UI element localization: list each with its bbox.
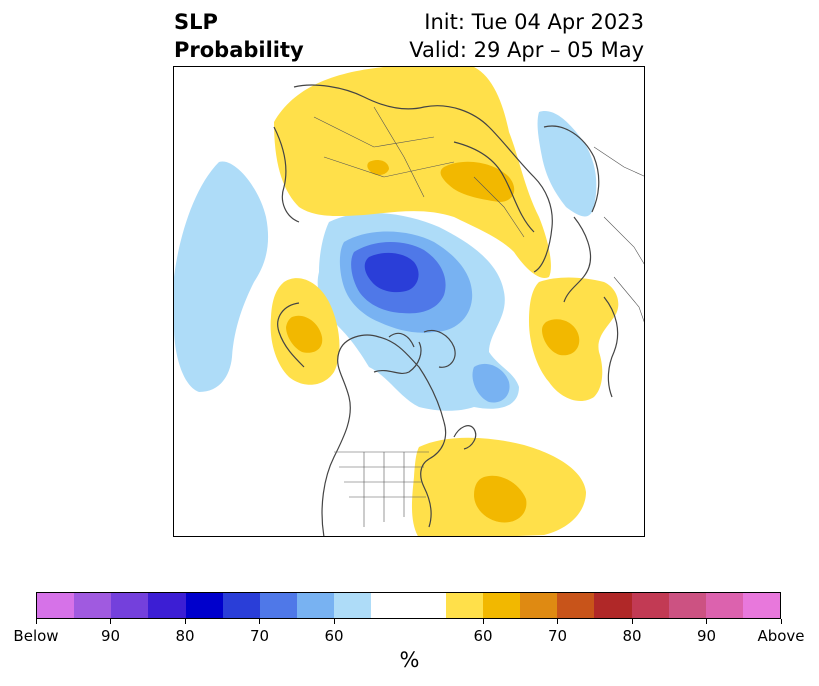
coastlines — [273, 84, 619, 536]
colorbar-tick-label: Above — [757, 627, 805, 645]
colorbar-swatch — [222, 593, 260, 618]
colorbar-swatch — [520, 593, 558, 618]
colorbar-swatch — [74, 593, 112, 618]
colorbar-swatch — [37, 593, 75, 618]
colorbar-swatch — [631, 593, 669, 618]
borders — [313, 106, 644, 527]
colorbar-tick-label: 60 — [324, 627, 344, 645]
eurasia-high — [274, 67, 551, 278]
arctic-low-core — [364, 252, 419, 293]
colorbar-tick — [557, 619, 558, 624]
valid-range: Valid: 29 Apr – 05 May — [409, 38, 644, 62]
map-panel — [173, 66, 645, 537]
colorbar-tick — [110, 619, 111, 624]
colorbar-tick-label: 70 — [547, 627, 568, 645]
canada-low-mid — [472, 363, 510, 403]
colorbar-swatch — [557, 593, 595, 618]
colorbar — [36, 592, 781, 619]
colorbar-swatch — [371, 593, 409, 618]
colorbar-tick-label: 80 — [622, 627, 642, 645]
colorbar-tick — [780, 619, 782, 624]
atlantic-high-mid — [474, 475, 527, 523]
colorbar-swatch — [334, 593, 372, 618]
colorbar-swatch — [482, 593, 521, 618]
title-variable: SLP — [174, 10, 218, 34]
colorbar-tick — [184, 619, 186, 624]
eurasia-high-mid2 — [367, 159, 389, 176]
probability-map — [174, 67, 644, 536]
colorbar-tick — [482, 619, 484, 624]
colorbar-tick-label: 90 — [696, 627, 717, 645]
title-product: Probability — [174, 38, 304, 62]
colorbar-swatch — [445, 593, 483, 618]
colorbar-swatch — [111, 593, 149, 618]
east-asia-low — [537, 111, 597, 217]
colorbar-tick-label: Below — [13, 627, 59, 645]
colorbar-swatch — [594, 593, 632, 618]
colorbar-swatch — [259, 593, 298, 618]
above-normal-regions — [270, 67, 619, 536]
colorbar-swatch — [408, 593, 446, 618]
below-normal-regions — [174, 111, 597, 411]
colorbar-label: % — [399, 648, 420, 672]
colorbar-tick-label: 60 — [473, 627, 493, 645]
alaska-high-mid — [286, 315, 323, 353]
init-date: Init: Tue 04 Apr 2023 — [424, 10, 644, 34]
colorbar-tick — [259, 619, 260, 624]
colorbar-tick — [333, 619, 335, 624]
title-left: SLP Probability — [174, 8, 304, 64]
colorbar-swatch — [742, 593, 781, 618]
pacific-low-anomaly — [174, 161, 269, 392]
colorbar-swatch — [148, 593, 186, 618]
colorbar-tick — [631, 619, 633, 624]
colorbar-tick-label: 80 — [175, 627, 195, 645]
colorbar-tick — [35, 619, 37, 624]
colorbar-swatch — [185, 593, 223, 618]
colorbar-tick — [706, 619, 707, 624]
colorbar-swatch — [297, 593, 335, 618]
colorbar-tick-label: 90 — [100, 627, 121, 645]
siberia-high-mid — [542, 319, 580, 356]
colorbar-tick-label: 70 — [249, 627, 270, 645]
colorbar-swatch — [668, 593, 706, 618]
eurasia-high-mid1 — [440, 161, 515, 202]
title-right: Init: Tue 04 Apr 2023 Valid: 29 Apr – 05… — [409, 8, 644, 64]
colorbar-swatch — [705, 593, 743, 618]
